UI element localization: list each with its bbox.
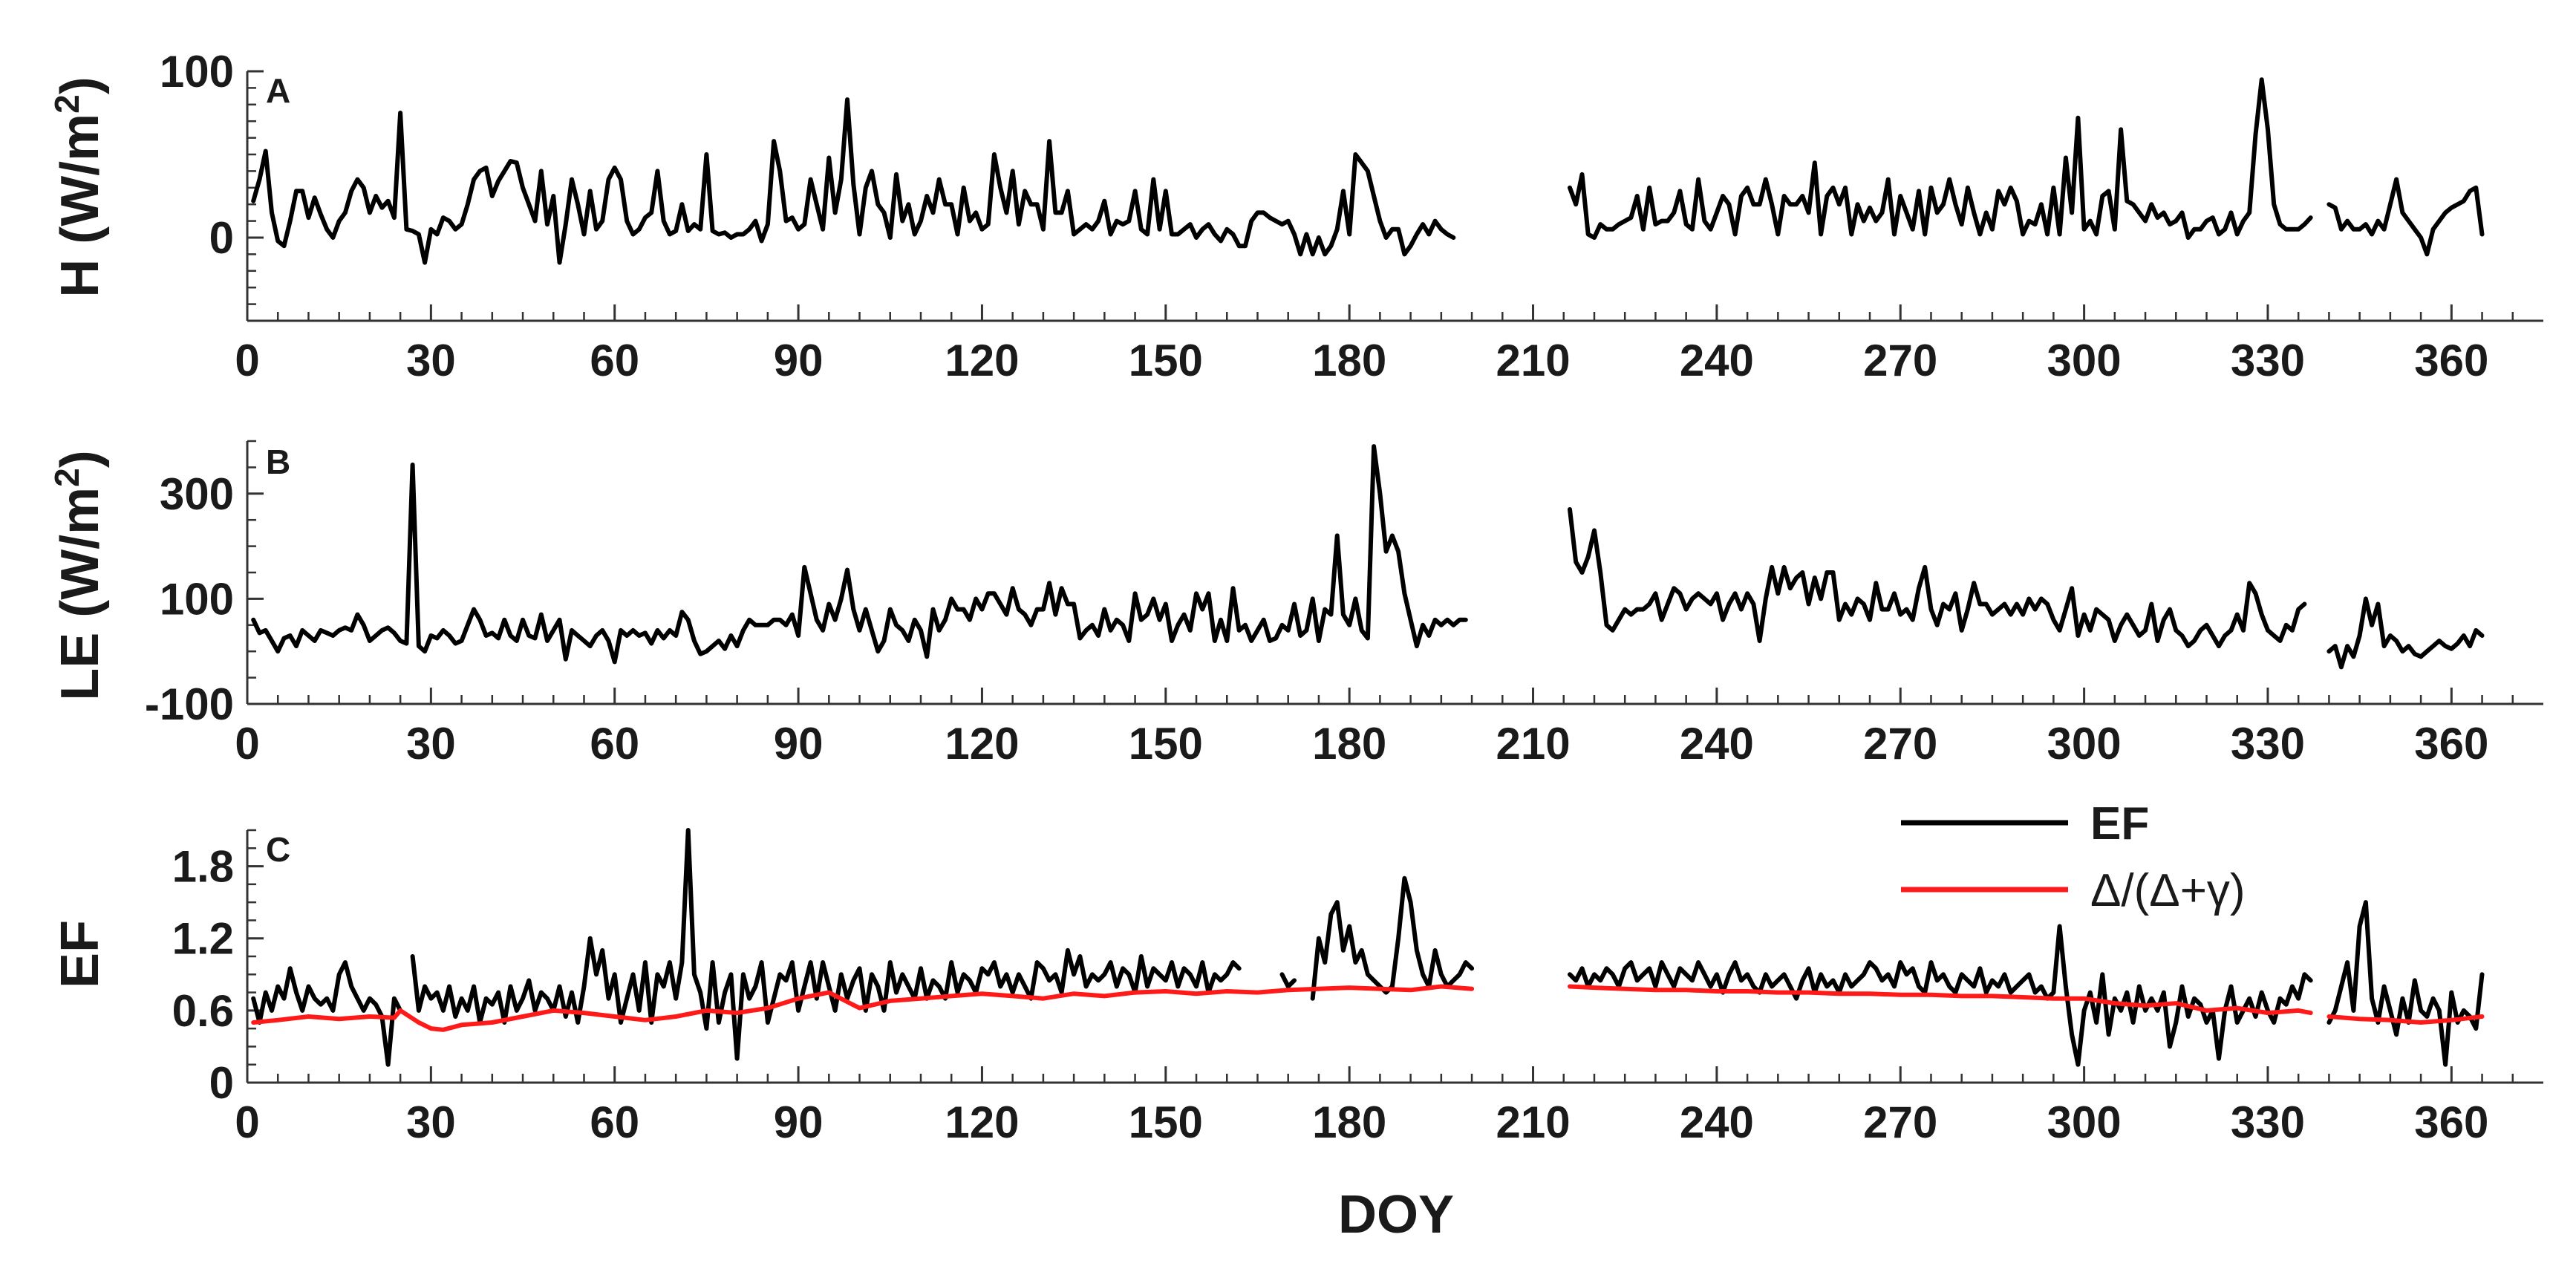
panel-a-y-axis-label: H (W/m2) (48, 76, 110, 298)
panel-c-series-1-segment (2326, 1014, 2485, 1025)
panel-c-x-tick-label: 300 (2047, 1097, 2122, 1147)
panel-a-y-tick-label: 0 (209, 213, 234, 263)
panel-b-letter: B (266, 443, 290, 481)
panel-c-series-0-segment (410, 828, 1242, 1061)
panel-a-x-tick-label: 180 (1312, 336, 1386, 385)
panel-b-x-tick-label: 330 (2231, 719, 2305, 769)
panel-b-x-tick-label: 120 (945, 719, 1019, 769)
panel-b-x-tick-label: 360 (2414, 719, 2488, 769)
panel-c-y-tick-label: 0.6 (172, 986, 234, 1036)
panel-c-x-tick-label: 240 (1680, 1097, 1754, 1147)
panel-c-ticks: 0 30 60 90 120 150 180 210 240 270 300 330 360 0 0.6 1.… (172, 829, 2514, 1147)
panel-c-x-tick-label: 330 (2231, 1097, 2305, 1147)
panel-a-x-tick-label: 270 (1863, 336, 1937, 385)
panel-a-x-tick-label: 60 (590, 336, 639, 385)
legend-label-ratio: Δ/(Δ+γ) (2090, 865, 2246, 916)
panel-a-lines (251, 77, 2485, 265)
panel-a-x-tick-label: 330 (2231, 336, 2305, 385)
panel-b-x-tick-label: 0 (235, 719, 259, 769)
panel-c: 0 30 60 90 120 150 180 210 240 270 300 330 360 0 0.6 1.… (50, 798, 2543, 1244)
panel-b-y-tick-label: 300 (160, 469, 234, 519)
panel-b-x-tick-label: 210 (1496, 719, 1570, 769)
panel-c-x-tick-label: 120 (945, 1097, 1019, 1147)
panel-a-x-tick-label: 240 (1680, 336, 1754, 385)
panel-c-y-tick-label: 1.8 (172, 842, 234, 892)
panel-a-x-tick-label: 30 (406, 336, 456, 385)
panel-c-series-0-segment (1279, 972, 1297, 989)
panel-b: 0 30 60 90 120 150 180 210 240 270 300 330 360 -100 10… (48, 440, 2543, 769)
panel-a-x-tick-label: 300 (2047, 336, 2122, 385)
panel-c-x-tick-label: 90 (774, 1097, 824, 1147)
panel-c-x-tick-label: 180 (1312, 1097, 1386, 1147)
panel-c-y-tick-label: 0 (209, 1058, 234, 1108)
panel-c-letter: C (266, 830, 290, 869)
panel-b-y-axis-label: LE (W/m2) (48, 450, 110, 701)
panel-b-ticks: 0 30 60 90 120 150 180 210 240 270 300 330 360 -100 10… (145, 440, 2514, 769)
panel-b-x-tick-label: 300 (2047, 719, 2122, 769)
panel-c-y-tick-label: 1.2 (172, 914, 234, 964)
panel-a-series-0-segment (2326, 177, 2485, 257)
panel-a-x-tick-label: 150 (1129, 336, 1203, 385)
panel-c-x-tick-label: 270 (1863, 1097, 1937, 1147)
panel-b-x-tick-label: 270 (1863, 719, 1937, 769)
panel-b-y-tick-label: 100 (160, 574, 234, 624)
panel-b-x-tick-label: 240 (1680, 719, 1754, 769)
panel-b-x-tick-label: 150 (1129, 719, 1203, 769)
panel-c-series-1-segment (251, 984, 1475, 1032)
panel-b-y-tick-label: -100 (145, 679, 234, 729)
legend-label-ef: EF (2090, 798, 2149, 849)
panel-b-series-0-segment (251, 444, 1468, 665)
panel-c-x-tick-label: 360 (2414, 1097, 2488, 1147)
panel-c-x-tick-label: 0 (235, 1097, 259, 1147)
x-axis-label: DOY (1338, 1185, 1454, 1244)
panel-a-x-tick-label: 210 (1496, 336, 1570, 385)
panel-b-x-tick-label: 90 (774, 719, 824, 769)
panel-c-lines (251, 828, 2485, 1067)
panel-c-x-tick-label: 60 (590, 1097, 639, 1147)
panel-a-x-tick-label: 120 (945, 336, 1019, 385)
panel-b-series-0-segment (2326, 596, 2485, 670)
panel-a-series-0-segment (251, 97, 1456, 265)
panel-a-x-tick-label: 0 (235, 336, 259, 385)
panel-a: 0 30 60 90 120 150 180 210 240 270 300 330 360 0 100 A… (48, 47, 2543, 385)
panel-b-x-tick-label: 30 (406, 719, 456, 769)
panel-c-series-1-segment (1568, 984, 2313, 1016)
panel-c-series-0-segment (1310, 875, 1475, 1001)
panel-c-series-0-segment (1568, 924, 2313, 1067)
panel-a-ticks: 0 30 60 90 120 150 180 210 240 270 300 330 360 0 100 (160, 47, 2514, 385)
legend: EF Δ/(Δ+γ) (1901, 798, 2246, 916)
panel-c-x-tick-label: 30 (406, 1097, 456, 1147)
panel-b-x-tick-label: 180 (1312, 719, 1386, 769)
panel-a-letter: A (266, 71, 290, 110)
panel-c-x-tick-label: 210 (1496, 1097, 1570, 1147)
panel-b-x-tick-label: 60 (590, 719, 639, 769)
panel-a-axes (246, 71, 2543, 322)
panel-b-series-0-segment (1568, 507, 2307, 649)
panel-b-lines (251, 444, 2485, 670)
panel-c-series-0-segment (251, 960, 403, 1067)
panel-a-x-tick-label: 360 (2414, 336, 2488, 385)
panel-c-y-axis-label: EF (50, 920, 110, 988)
panel-a-x-tick-label: 90 (774, 336, 824, 385)
panel-a-y-tick-label: 100 (160, 47, 234, 97)
panel-c-x-tick-label: 150 (1129, 1097, 1203, 1147)
panel-a-series-0-segment (1568, 77, 2313, 240)
